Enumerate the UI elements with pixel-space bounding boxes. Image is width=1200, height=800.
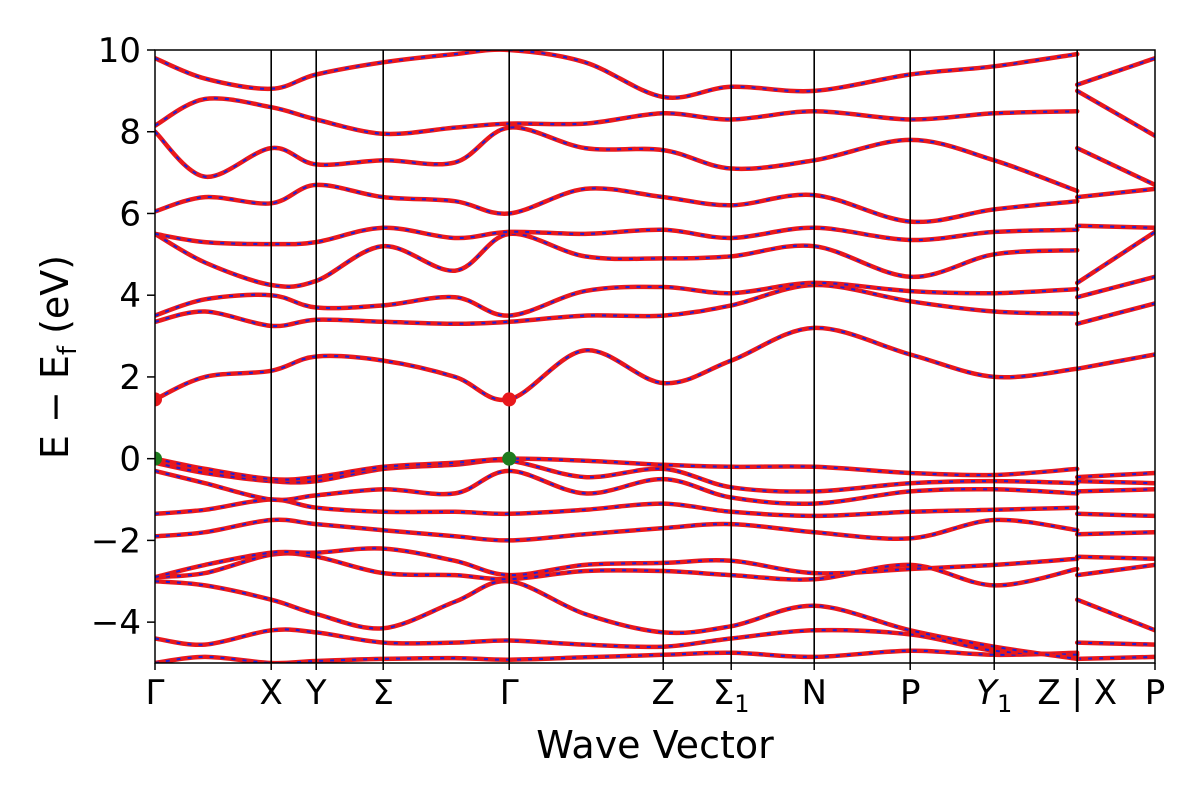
band-line-red-14-1: [1074, 223, 1155, 231]
x-tick-symbol: X: [260, 673, 283, 713]
x-tick-label-4: Γ: [500, 673, 519, 713]
x-tick-label-6: Σ1: [713, 673, 750, 718]
x-tick-label-5: Z: [652, 673, 675, 713]
y-axis: −4 −2 0 2 4 6 8 10: [91, 31, 155, 643]
y-tick-label-5: 6: [119, 194, 141, 234]
y-tick-label-0: −4: [91, 603, 141, 643]
x-tick-symbol: Σ: [713, 673, 734, 713]
high-symmetry-lines: [270, 50, 1078, 663]
x-tick-label-2: Y: [305, 673, 327, 713]
band-line-red-5-1: [1074, 529, 1155, 537]
band-edge-marker-3: [502, 451, 517, 466]
x-tick-label-0: Γ: [146, 673, 165, 713]
x-tick-label-3: Σ: [372, 673, 393, 713]
band-line-red-11-1: [1074, 301, 1155, 327]
plot-frame: [154, 49, 1156, 664]
y-tick-label-3: 2: [119, 358, 141, 398]
band-line-red-12-1: [1074, 274, 1155, 300]
x-tick-symbol: Y: [305, 673, 327, 713]
band-line-red-15-1: [1074, 186, 1155, 200]
x-tick-label-1: X: [260, 673, 283, 713]
band-edge-marker-0: [155, 392, 162, 407]
band-line-red-3-1: [1074, 562, 1155, 578]
band-line-blue-2-0: [155, 580, 1078, 660]
band-line-blue-13-1: [1076, 231, 1155, 284]
y-tick-label-4: 4: [119, 276, 141, 316]
x-tick-symbol: P: [1145, 673, 1166, 713]
band-line-blue-17-0: [155, 97, 1078, 135]
x-tick-label-7: N: [801, 673, 826, 713]
band-line-red-0-1: [1074, 654, 1155, 662]
x-tick-subscript: 1: [997, 690, 1012, 718]
x-tick-label-9: Y1: [976, 673, 1012, 718]
x-tick-subscript: 1: [734, 690, 749, 718]
x-tick-symbol: Y: [976, 673, 999, 713]
x-axis-title: Wave Vector: [536, 723, 774, 767]
band-line-blue-2-1: [1076, 598, 1155, 632]
x-tick-label-8: P: [900, 673, 921, 713]
y-axis-title-subscript: f: [53, 345, 83, 355]
y-tick-label-6: 8: [119, 113, 141, 153]
band-line-red-7-1: [1074, 487, 1155, 494]
marker-layer: [155, 392, 517, 466]
x-tick-symbol: P: [900, 673, 921, 713]
x-tick-separator: |: [1061, 673, 1094, 713]
y-tick-label-2: 0: [119, 440, 141, 480]
band-line-blue-17-1: [1076, 90, 1155, 137]
band-line-red-10-1: [1074, 352, 1155, 372]
band-edge-marker-2: [155, 451, 162, 466]
band-line-red-1-1: [1074, 640, 1155, 647]
x-tick-symbol: Z: [652, 673, 675, 713]
y-tick-label-1: −2: [91, 521, 141, 561]
x-tick-symbol: Z: [1037, 673, 1060, 713]
y-axis-title: E − Ef (eV): [33, 255, 83, 459]
band-edge-marker-1: [502, 392, 517, 407]
x-tick-symbol: X: [1094, 673, 1117, 713]
band-line-red-9-1: [1074, 470, 1155, 480]
x-tick-symbol: Γ: [146, 673, 165, 713]
x-tick-label-10: Z | X: [1037, 673, 1117, 713]
band-line-red-8-1: [1074, 478, 1155, 486]
y-axis-title-main: E − E: [33, 355, 77, 459]
x-tick-symbol: Γ: [500, 673, 519, 713]
band-line-blue-18-0: [155, 50, 1078, 99]
x-tick-label-11: P: [1145, 673, 1166, 713]
y-tick-label-7: 10: [98, 31, 141, 71]
band-line-blue-16-1: [1076, 147, 1155, 186]
band-line-blue-10-0: [155, 326, 1078, 401]
x-tick-symbol: Σ: [372, 673, 393, 713]
band-line-blue-15-0: [155, 183, 1078, 223]
band-line-red-6-1: [1074, 511, 1155, 519]
band-line-red-4-1: [1074, 554, 1155, 562]
y-axis-title-unit: (eV): [33, 255, 77, 334]
x-tick-symbol: N: [801, 673, 826, 713]
band-line-red-18-1: [1074, 55, 1155, 87]
